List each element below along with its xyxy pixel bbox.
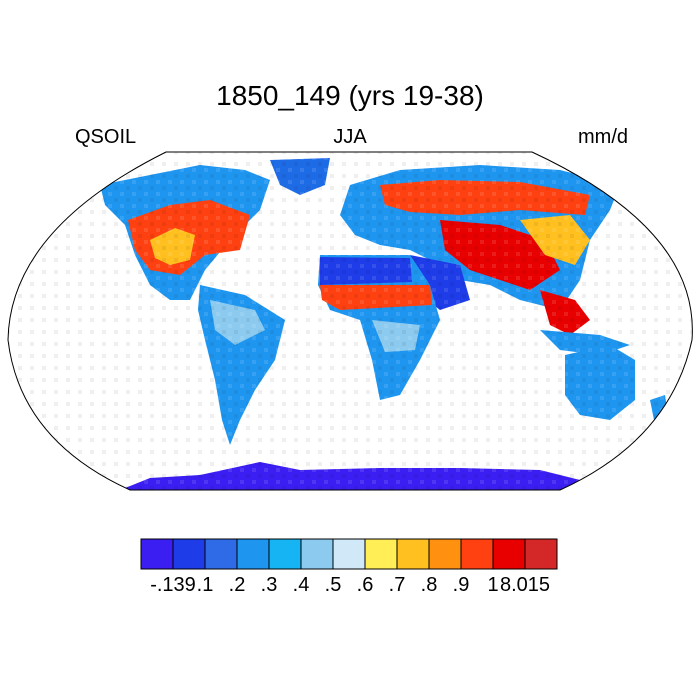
- colorbar-swatch: [396, 538, 430, 570]
- colorbar-swatch: [332, 538, 366, 570]
- colorbar-swatch: [428, 538, 462, 570]
- map-title: 1850_149 (yrs 19-38): [216, 80, 484, 111]
- colorbar-swatch: [204, 538, 238, 570]
- colorbar-tick-label: .9: [452, 574, 470, 596]
- map-border: [7, 151, 693, 491]
- units-label: mm/d: [578, 126, 628, 148]
- colorbar-swatch: [364, 538, 398, 570]
- colorbar-tick-label: -.139: [150, 574, 196, 596]
- season-label: JJA: [333, 126, 367, 148]
- variable-label: QSOIL: [75, 126, 137, 148]
- colorbar-swatch: [460, 538, 494, 570]
- colorbar-tick-label: 8.015: [499, 574, 551, 596]
- colorbar-tick-label: .7: [388, 574, 406, 596]
- colorbar-swatch: [300, 538, 334, 570]
- colorbar: [140, 538, 558, 570]
- colorbar-swatch: [172, 538, 206, 570]
- colorbar-swatch: [524, 538, 558, 570]
- colorbar-tick-label: 1: [487, 574, 499, 596]
- colorbar-swatch: [492, 538, 526, 570]
- colorbar-tick-label: .1: [196, 574, 214, 596]
- colorbar-tick-label: .5: [324, 574, 342, 596]
- colorbar-tick-label: .8: [420, 574, 438, 596]
- colorbar-swatch: [140, 538, 174, 570]
- colorbar-swatch: [268, 538, 302, 570]
- colorbar-tick-label: .3: [260, 574, 278, 596]
- colorbar-tick-label: .4: [292, 574, 310, 596]
- colorbar-tick-label: .2: [228, 574, 246, 596]
- colorbar-swatch: [236, 538, 270, 570]
- colorbar-tick-label: .6: [356, 574, 374, 596]
